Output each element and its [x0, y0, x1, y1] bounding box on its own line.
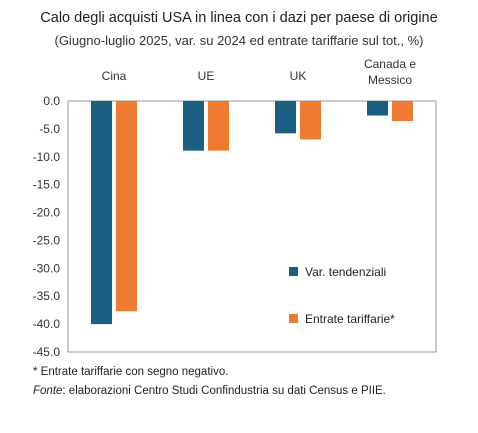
y-tick-label: -30.0: [33, 261, 61, 275]
bar: [367, 101, 388, 116]
category-label: UE: [198, 69, 215, 83]
y-tick-label: -5.0: [39, 122, 60, 136]
y-tick-label: -35.0: [33, 289, 61, 303]
legend-label: Var. tendenziali: [305, 265, 386, 279]
category-label: Cina: [102, 69, 127, 83]
bar: [91, 101, 112, 325]
source-label: Fonte: [33, 385, 63, 397]
bar: [300, 101, 321, 140]
y-tick-label: -25.0: [33, 233, 61, 247]
y-tick-label: -45.0: [33, 345, 61, 359]
category-label: Messico: [368, 73, 412, 87]
y-tick-label: 0.0: [43, 94, 60, 108]
bar: [116, 101, 137, 312]
y-tick-label: -20.0: [33, 206, 61, 220]
bar: [208, 101, 229, 151]
chart-title: Calo degli acquisti USA in linea con i d…: [40, 10, 438, 26]
source-text: : elaborazioni Centro Studi Confindustri…: [62, 385, 386, 397]
y-tick-label: -10.0: [33, 150, 61, 164]
source-note: Fonte: elaborazioni Centro Studi Confind…: [33, 385, 386, 397]
legend-label: Entrate tariffarie*: [305, 312, 395, 326]
chart-subtitle: (Giugno-luglio 2025, var. su 2024 ed ent…: [54, 33, 424, 48]
bar: [392, 101, 413, 122]
y-tick-label: -15.0: [33, 178, 61, 192]
bar: [183, 101, 204, 151]
category-label: UK: [290, 69, 307, 83]
y-tick-label: -40.0: [33, 317, 61, 331]
footnote: * Entrate tariffarie con segno negativo.: [33, 366, 229, 378]
legend-swatch: [289, 314, 298, 323]
legend-swatch: [289, 267, 298, 276]
bar: [275, 101, 296, 134]
category-label: Canada e: [364, 57, 416, 71]
